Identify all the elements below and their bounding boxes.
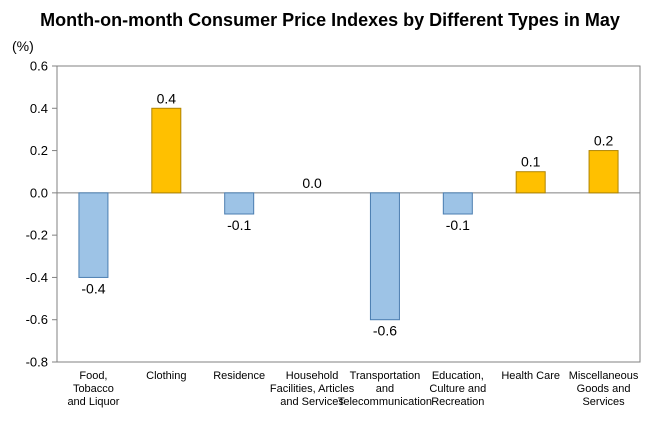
value-label: 0.4 (157, 90, 177, 106)
y-axis-ticks: 0.6 0.4 0.2 0.0 -0.2 -0.4 -0.6 -0.8 (26, 59, 57, 370)
bar (224, 192, 255, 215)
category-label-line: Services (582, 396, 625, 408)
value-label: 0.1 (521, 154, 541, 170)
bar (78, 192, 109, 278)
y-tick-label: -0.4 (26, 270, 48, 285)
bar (442, 192, 473, 215)
value-label: 0.0 (302, 175, 322, 191)
bar (588, 150, 619, 194)
y-axis-unit-label: (%) (12, 38, 34, 54)
value-label: -0.1 (446, 217, 470, 233)
category-label-line: Tobacco (73, 383, 114, 395)
y-tick-label: -0.6 (26, 312, 48, 327)
category-label-line: and Services (280, 396, 344, 408)
category-label-line: Miscellaneous (569, 370, 639, 382)
category-label: Clothing (146, 370, 186, 382)
y-tick-label: 0.0 (30, 185, 48, 200)
bars-group (78, 107, 619, 321)
y-tick-label: 0.6 (30, 59, 48, 74)
category-labels-group: Food, Tobacco and Liquor Clothing Residence H… (67, 370, 638, 408)
y-tick-label: 0.4 (30, 101, 48, 116)
category-label: Miscellaneous Goods and Services (569, 370, 639, 408)
category-label: Household Facilities, Articles and Service… (270, 370, 355, 408)
value-label: -0.6 (373, 323, 397, 339)
value-label: -0.4 (81, 280, 105, 296)
value-label: -0.1 (227, 217, 251, 233)
category-label-line: Clothing (146, 370, 186, 382)
bar (151, 107, 182, 194)
y-tick-label: -0.8 (26, 355, 48, 370)
category-label-line: Residence (213, 370, 265, 382)
category-label-line: Recreation (431, 396, 484, 408)
plot-area-frame (56, 65, 641, 363)
category-label-line: and Liquor (67, 396, 119, 408)
category-label-line: and (376, 383, 394, 395)
y-tick-label: -0.2 (26, 228, 48, 243)
category-label: Health Care (501, 370, 560, 382)
category-label-line: Telecommunication (338, 396, 432, 408)
value-label: 0.2 (594, 133, 614, 149)
y-tick-label: 0.2 (30, 143, 48, 158)
category-label: Transportation and Telecommunication (338, 370, 432, 408)
category-label: Food, Tobacco and Liquor (67, 370, 119, 408)
value-labels-group: -0.4 0.4 -0.1 0.0 -0.6 -0.1 0.1 0.2 (81, 90, 613, 338)
category-label-line: Goods and (577, 383, 631, 395)
category-label-line: Household (286, 370, 339, 382)
bar (369, 192, 400, 321)
category-label-line: Health Care (501, 370, 560, 382)
category-label-line: Culture and (429, 383, 486, 395)
category-label-line: Food, (79, 370, 107, 382)
chart-title: Month-on-month Consumer Price Indexes by… (40, 10, 620, 30)
category-label-line: Facilities, Articles (270, 383, 355, 395)
category-label-line: Education, (432, 370, 484, 382)
bar (515, 171, 546, 194)
category-label-line: Transportation (350, 370, 421, 382)
category-label: Residence (213, 370, 265, 382)
category-label: Education, Culture and Recreation (429, 370, 486, 408)
